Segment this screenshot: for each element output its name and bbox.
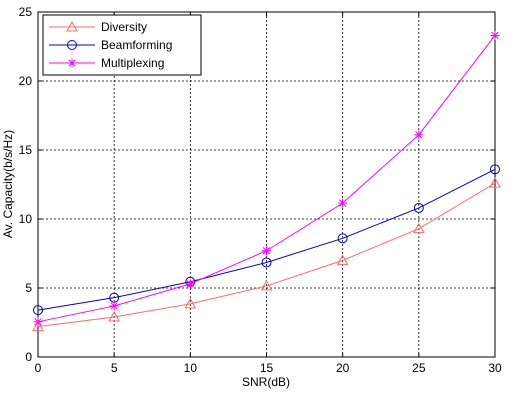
star-stroke <box>491 31 499 40</box>
grid-layer <box>38 12 495 357</box>
data-point-multiplexing <box>33 317 43 327</box>
star-stroke <box>68 59 76 67</box>
star-stroke <box>34 318 42 326</box>
data-point-multiplexing <box>414 130 424 140</box>
legend-item-multiplexing: Multiplexing <box>49 56 164 70</box>
data-point-diversity <box>489 177 501 188</box>
data-point-multiplexing <box>338 198 348 208</box>
star-stroke <box>262 247 271 255</box>
legend-marker-diversity <box>66 20 78 32</box>
series-diversity <box>32 177 501 332</box>
series-multiplexing <box>33 30 500 327</box>
legend-item-beamforming: Beamforming <box>49 38 172 52</box>
x-tick-label: 5 <box>111 361 118 375</box>
tick-layer: 0 5 10 15 20 25 30 0 5 10 15 20 25 <box>19 5 502 375</box>
data-point-multiplexing <box>109 301 119 311</box>
data-point-diversity <box>412 222 425 234</box>
data-point-beamforming <box>261 257 272 268</box>
data-point-multiplexing <box>490 30 500 40</box>
data-point-diversity <box>336 254 349 265</box>
data-point-beamforming <box>337 233 348 244</box>
y-tick-label: 10 <box>19 212 33 226</box>
data-point-beamforming <box>33 305 43 316</box>
star-stroke <box>186 280 194 288</box>
series-line-diversity <box>37 182 496 328</box>
star-stroke <box>339 199 347 207</box>
x-tick-label: 15 <box>260 361 274 375</box>
y-tick-label: 15 <box>19 143 33 157</box>
y-tick-label: 20 <box>19 74 33 88</box>
x-tick-label: 10 <box>184 361 198 375</box>
x-axis-label: SNR(dB) <box>242 375 290 389</box>
series-line-beamforming <box>37 168 496 311</box>
y-axis-label: Av. Capacity(b/s/Hz) <box>1 130 15 238</box>
y-tick-label: 5 <box>25 281 32 295</box>
data-point-diversity <box>108 310 121 322</box>
x-tick-label: 0 <box>35 361 42 375</box>
series-line-multiplexing <box>37 35 496 323</box>
data-point-diversity <box>32 320 44 332</box>
data-point-beamforming <box>490 164 500 175</box>
star-stroke <box>110 302 118 310</box>
series-beamforming <box>33 164 500 316</box>
data-point-beamforming <box>413 202 424 213</box>
legend: Diversity Beamforming Multiplexing <box>42 14 202 76</box>
data-point-multiplexing <box>262 246 271 256</box>
x-tick-label: 25 <box>412 361 426 375</box>
legend-label-diversity: Diversity <box>101 20 147 34</box>
series-layer <box>32 30 501 332</box>
x-tick-label: 20 <box>336 361 350 375</box>
legend-label-beamforming: Beamforming <box>101 38 172 52</box>
data-point-multiplexing <box>185 279 195 289</box>
y-tick-label: 0 <box>25 350 32 364</box>
data-point-diversity <box>184 297 197 309</box>
y-tick-label: 25 <box>19 5 33 19</box>
legend-label-multiplexing: Multiplexing <box>101 56 164 70</box>
x-tick-label: 30 <box>488 361 502 375</box>
data-point-diversity <box>260 279 273 291</box>
legend-marker-multiplexing <box>67 58 77 68</box>
legend-marker-beamforming <box>67 40 77 50</box>
star-stroke <box>415 131 423 139</box>
legend-item-diversity: Diversity <box>49 20 147 34</box>
